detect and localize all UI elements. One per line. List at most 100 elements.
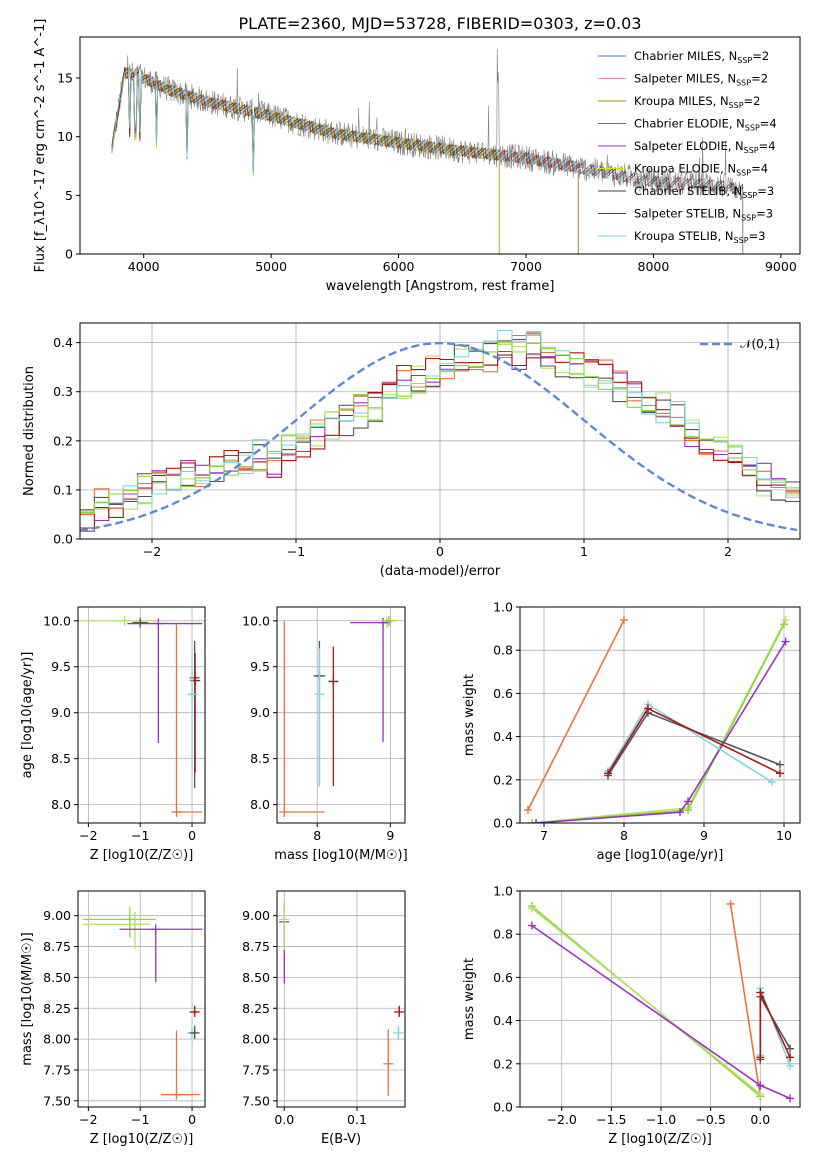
x-tick-label: −2 [79, 1112, 97, 1127]
x-tick-label: 10 [776, 828, 792, 843]
axes-frame [276, 890, 406, 1108]
y-tick-label: 9.5 [250, 659, 270, 674]
y-tick-label: 0.1 [53, 482, 73, 497]
y-tick-label: 8.50 [43, 970, 71, 985]
y-tick-label: 8.75 [242, 939, 270, 954]
legend-entry: Salpeter ELODIE, NSSP=4 [634, 139, 776, 155]
y-tick-label: 0.0 [53, 532, 73, 547]
series-line [527, 619, 625, 811]
y-tick-label: 8.50 [242, 970, 270, 985]
x-tick-label: 2 [724, 544, 732, 559]
y-tick-label: 8.25 [242, 1001, 270, 1016]
plot-area [80, 329, 800, 532]
y-axis-label: mass weight [462, 958, 477, 1040]
y-tick-label: 5 [65, 188, 73, 203]
y-tick-label: 1.0 [493, 600, 513, 615]
x-tick-label: 9000 [765, 259, 797, 274]
x-tick-label: 0.1 [347, 1112, 367, 1127]
y-tick-label: 0.2 [53, 433, 73, 448]
x-tick-label: −1 [131, 828, 149, 843]
gaussian-curve [80, 342, 798, 532]
y-tick-label: 0.0 [493, 816, 513, 831]
chart-residuals: −2 −1 0 1 2 0.0 0.1 0.2 0.3 0.4 (data-model)/error… [22, 322, 801, 579]
plot-area [111, 48, 744, 254]
x-axis-label: age [log10(age/yr)] [597, 848, 724, 863]
legend-entry: Chabrier STELIB, NSSP=3 [634, 184, 774, 200]
x-axis-label: Z [log10(Z/Z☉)] [90, 1132, 194, 1147]
x-tick-label: 1 [580, 544, 588, 559]
y-tick-label: 0 [65, 247, 73, 262]
axes-frame [519, 890, 801, 1108]
y-tick-label: 1.0 [493, 884, 513, 899]
model-chabrier_elodie [111, 67, 500, 254]
chart-weight-vs-age: 7 8 9 10 0.0 0.2 0.4 0.6 0.8 1.0 age [log10(age/yr… [462, 600, 801, 863]
y-tick-label: 7.75 [43, 1062, 71, 1077]
y-tick-label: 10.0 [242, 613, 270, 628]
chart-mass-vs-EBV: 0.0 0.1 7.50 7.75 8.00 8.25 8.50 8.75 9.00 E(B-V) [242, 890, 406, 1147]
legend-entry: Kroupa STELIB, NSSP=3 [634, 229, 765, 245]
series-line [729, 903, 762, 1097]
y-tick-label: 0.6 [493, 970, 513, 985]
y-tick-label: 15 [57, 71, 73, 86]
chart-mass-vs-Z: −2 −1 0 7.50 7.75 8.00 8.25 8.50 8.75 9.00 Z [log1… [20, 890, 206, 1147]
x-tick-label: 7000 [510, 259, 542, 274]
y-tick-label: 8.25 [43, 1001, 71, 1016]
x-tick-label: −2.0 [547, 1112, 577, 1127]
y-tick-label: 10.0 [43, 613, 71, 628]
y-tick-label: 9.5 [51, 659, 71, 674]
x-tick-label: 8000 [638, 259, 670, 274]
plot-area [527, 899, 795, 1103]
y-tick-label: 0.2 [493, 772, 513, 787]
y-tick-label: 7.50 [242, 1093, 270, 1108]
x-tick-label: 5000 [255, 259, 287, 274]
legend-entry: Salpeter MILES, NSSP=2 [634, 72, 768, 88]
x-axis-label: Z [log10(Z/Z☉)] [608, 1132, 712, 1147]
y-tick-label: 10 [57, 129, 73, 144]
x-axis-label: mass [log10(M/M☉)] [274, 848, 407, 863]
series-line [535, 641, 787, 823]
y-tick-label: 8.75 [43, 939, 71, 954]
legend-entry: 𝒩(0,1) [740, 337, 780, 351]
plot-area [279, 900, 405, 1096]
plot-area [279, 615, 397, 817]
model-kroupa_stelib [111, 69, 744, 254]
y-tick-label: 0.6 [493, 686, 513, 701]
y-tick-label: 7.75 [242, 1062, 270, 1077]
y-tick-label: 0.2 [493, 1056, 513, 1071]
axes-frame [276, 606, 406, 824]
legend-entry: Chabrier ELODIE, NSSP=4 [634, 117, 777, 133]
x-tick-label: 6000 [383, 259, 415, 274]
x-tick-label: 4000 [128, 259, 160, 274]
legend-entry: Chabrier MILES, NSSP=2 [634, 49, 769, 65]
y-tick-label: 9.0 [250, 705, 270, 720]
y-tick-label: 0.4 [493, 729, 513, 744]
legend-entry: Kroupa ELODIE, NSSP=4 [634, 162, 768, 178]
x-axis-label: E(B-V) [321, 1132, 361, 1147]
y-axis-label: Flux [f_λ10^-17 erg cm^-2 s^-1 A^-1] [33, 19, 48, 273]
plot-area [524, 615, 790, 823]
x-axis-label: (data-model)/error [380, 564, 501, 579]
y-axis-label: Normed distribution [22, 366, 37, 496]
y-tick-label: 0.4 [53, 335, 73, 350]
x-tick-label: −0.5 [695, 1112, 725, 1127]
figure-title: PLATE=2360, MJD=53728, FIBERID=0303, z=0… [238, 14, 641, 33]
x-tick-label: 8 [313, 828, 321, 843]
x-tick-label: −1 [131, 1112, 149, 1127]
axes-frame [77, 606, 206, 824]
y-tick-label: 9.00 [242, 908, 270, 923]
y-axis-label: age [log10(age/yr)] [20, 652, 35, 779]
x-tick-label: −1.0 [646, 1112, 676, 1127]
y-tick-label: 9.00 [43, 908, 71, 923]
x-tick-label: 9 [700, 828, 708, 843]
y-axis-label: mass [log10(M/M☉)] [20, 932, 35, 1065]
legend-entry: Kroupa MILES, NSSP=2 [634, 94, 760, 110]
chart-age-vs-mass: 8 9 8.0 8.5 9.0 9.5 10.0 mass [log10(M/M☉)] [242, 606, 408, 863]
x-axis-label: Z [log10(Z/Z☉)] [90, 848, 194, 863]
x-tick-label: 0 [436, 544, 444, 559]
y-tick-label: 8.00 [43, 1032, 71, 1047]
y-axis-label: mass weight [462, 674, 477, 756]
x-tick-label: 0 [188, 828, 196, 843]
x-tick-label: −1 [287, 544, 305, 559]
chart-weight-vs-Z: −2.0 −1.5 −1.0 −0.5 0.0 0.0 0.2 0.4 0.6 0.8 1.0 Z [… [462, 884, 801, 1147]
